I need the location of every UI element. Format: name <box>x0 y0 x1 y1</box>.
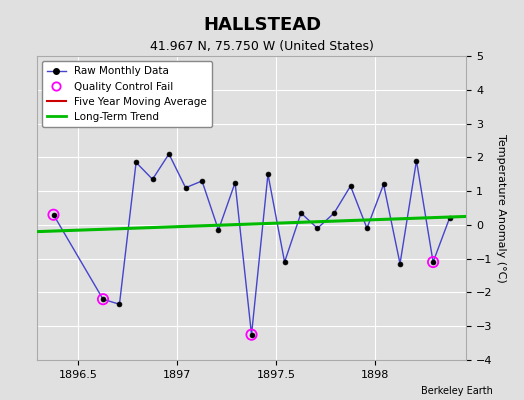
Y-axis label: Temperature Anomaly (°C): Temperature Anomaly (°C) <box>496 134 507 282</box>
Legend: Raw Monthly Data, Quality Control Fail, Five Year Moving Average, Long-Term Tren: Raw Monthly Data, Quality Control Fail, … <box>42 61 212 127</box>
Point <box>49 212 58 218</box>
Point <box>429 259 438 265</box>
Point <box>99 296 107 302</box>
Point <box>247 332 256 338</box>
Text: Berkeley Earth: Berkeley Earth <box>421 386 493 396</box>
Text: HALLSTEAD: HALLSTEAD <box>203 16 321 34</box>
Text: 41.967 N, 75.750 W (United States): 41.967 N, 75.750 W (United States) <box>150 40 374 53</box>
